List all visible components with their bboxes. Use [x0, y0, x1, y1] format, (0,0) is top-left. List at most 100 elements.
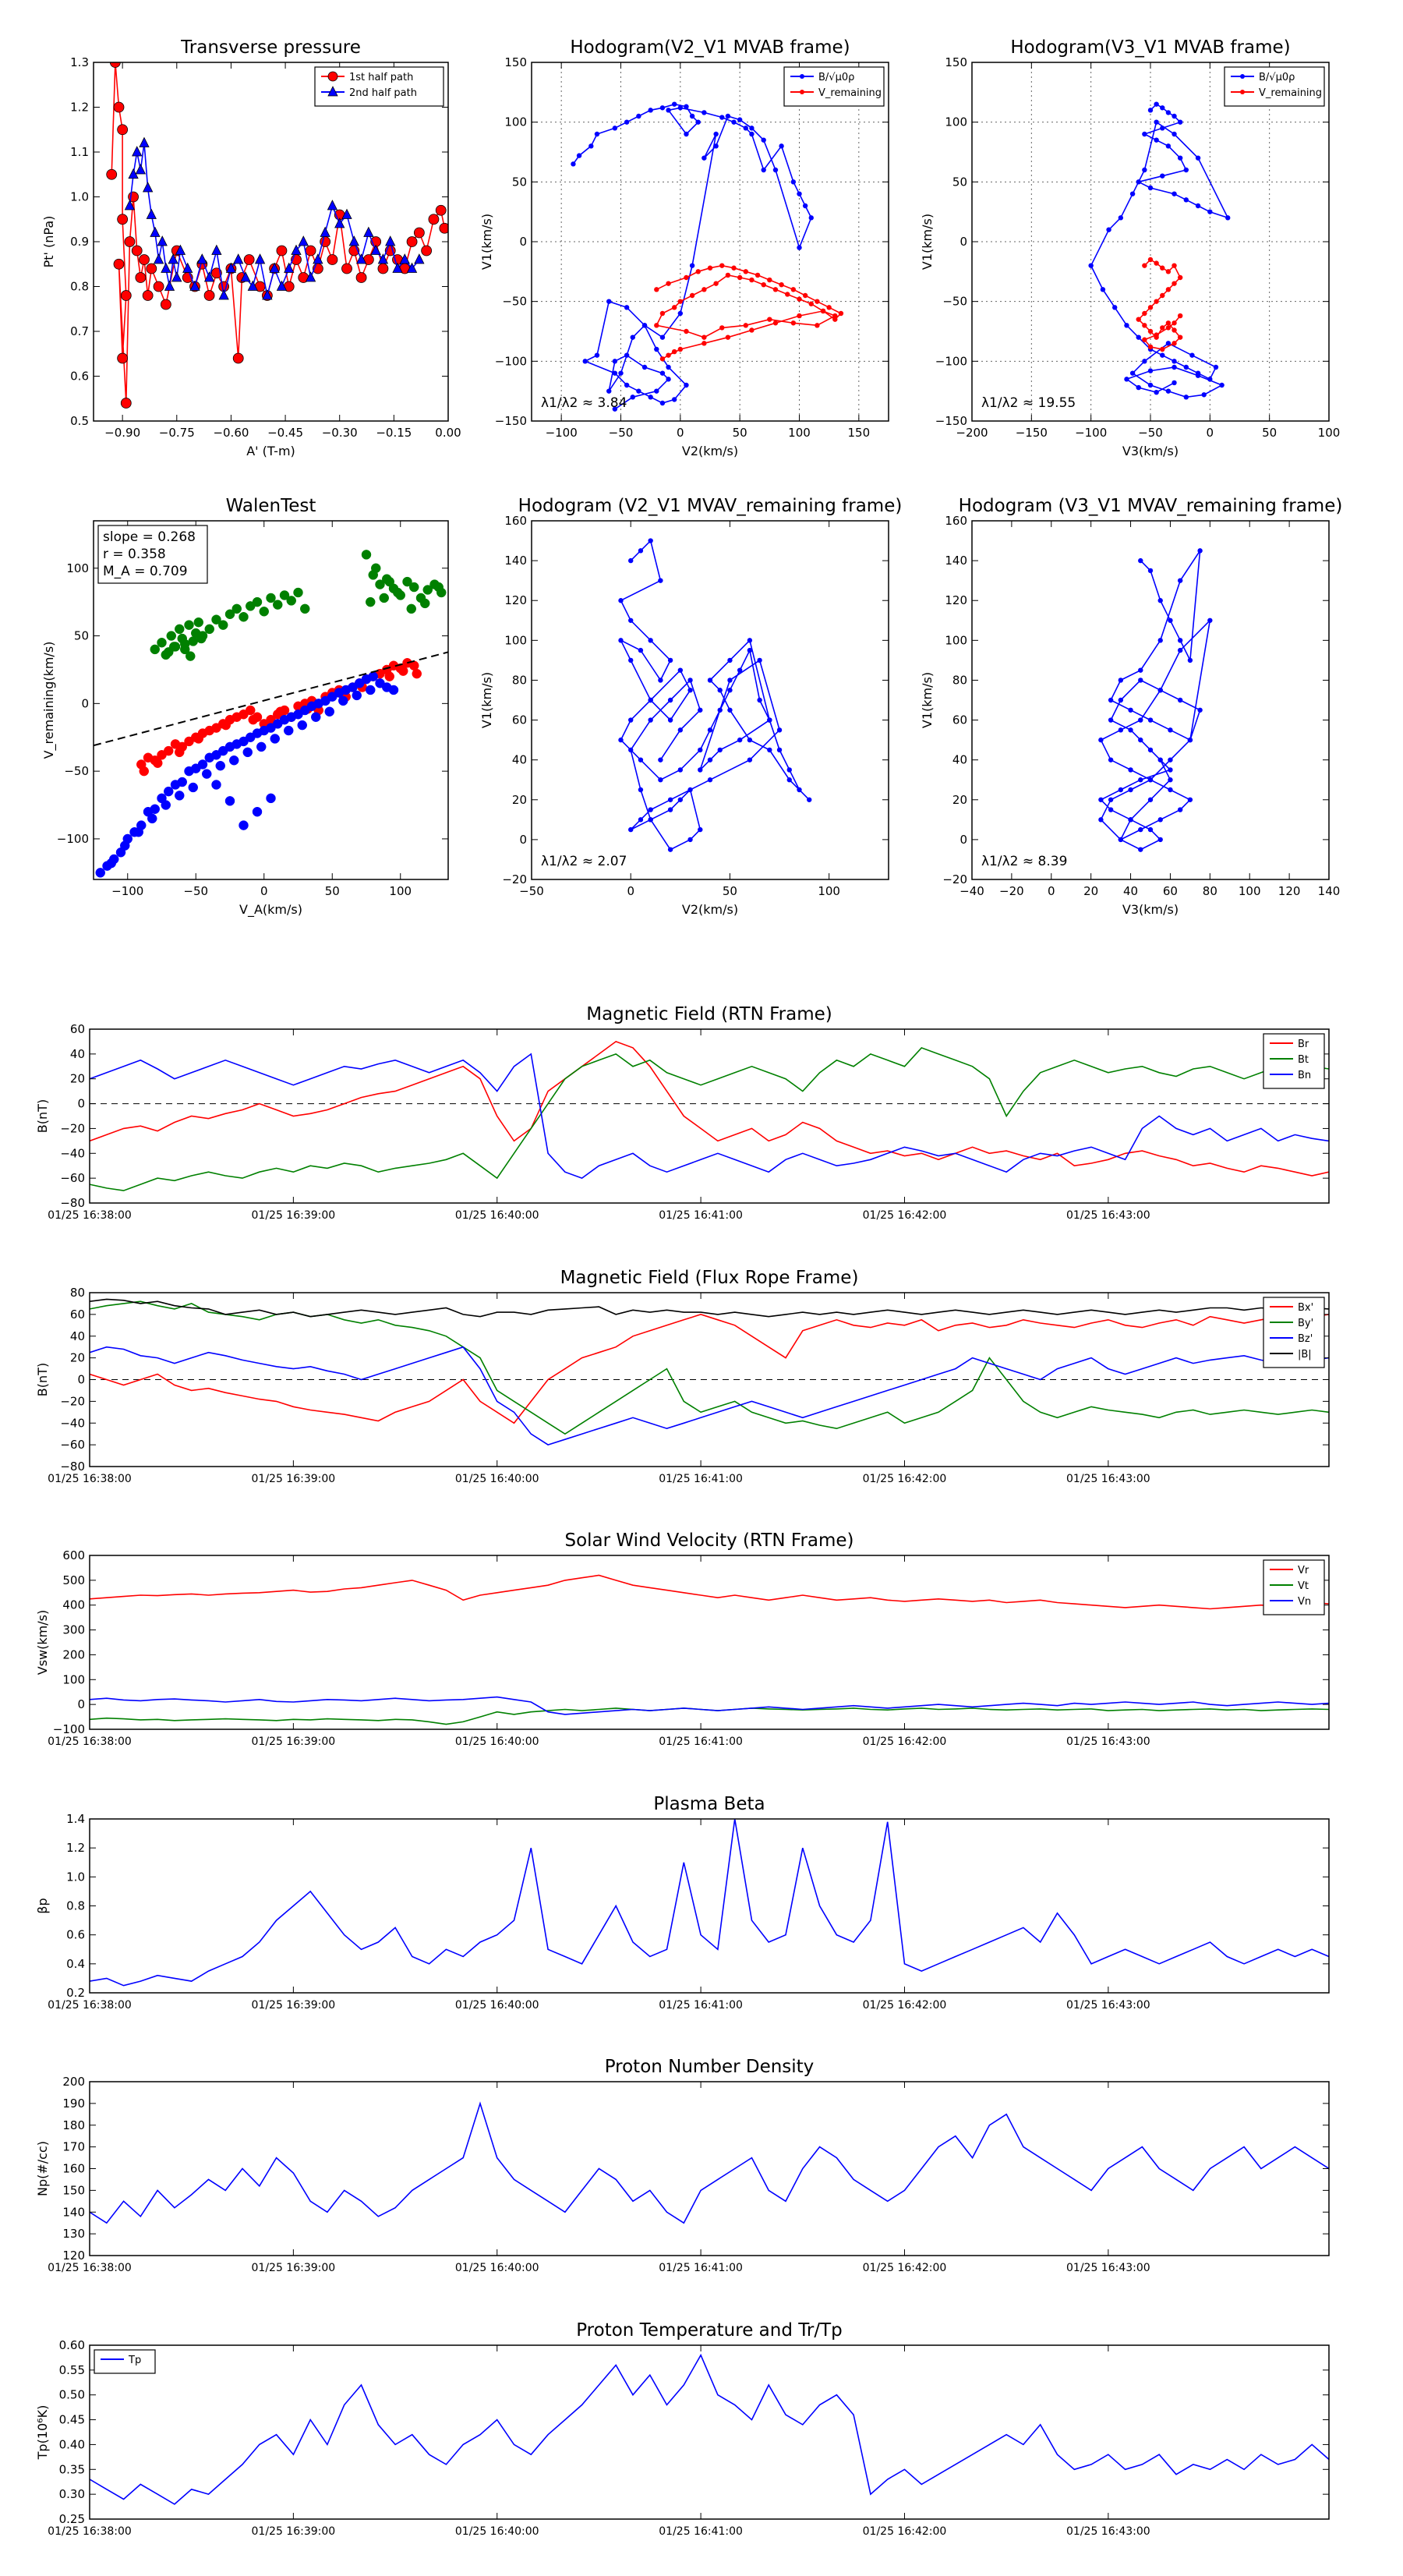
- data-h4: [1098, 548, 1213, 852]
- x-tick-label: 01/25 16:42:00: [863, 2262, 947, 2274]
- y-tick-label: 60: [512, 713, 527, 727]
- point-1st half path: [439, 222, 448, 234]
- point-1st half path: [428, 214, 440, 225]
- point-B: [1138, 847, 1143, 852]
- point-blue: [297, 720, 307, 731]
- point-V_remaining: [702, 287, 707, 292]
- point-V_remaining: [1172, 281, 1177, 286]
- point-B: [1187, 657, 1193, 663]
- x-tick-label: 80: [1203, 884, 1217, 898]
- point-green: [300, 603, 310, 614]
- point-2nd half path: [161, 262, 171, 273]
- x-tick-label: 100: [1318, 426, 1341, 440]
- point-V_remaining: [725, 334, 731, 340]
- point-blue: [338, 695, 348, 706]
- point-B: [1157, 817, 1163, 823]
- point-2nd half path: [284, 262, 295, 273]
- x-tick-label: 100: [818, 884, 840, 898]
- point-B: [667, 657, 673, 663]
- chart-ts5: 01/25 16:38:00 01/25 16:39:00 01/25 16:40:…: [35, 2057, 1330, 2274]
- y-tick-label: 400: [62, 1598, 85, 1612]
- x-tick-label: 60: [1163, 884, 1178, 898]
- y-tick-label: 500: [62, 1573, 85, 1587]
- point-green: [286, 596, 296, 606]
- point-blue: [366, 685, 376, 695]
- point-red: [139, 766, 149, 777]
- y-tick-label: −20: [502, 872, 527, 886]
- point-B/√μ0ρ: [779, 143, 784, 149]
- y-tick-label: −60: [60, 1438, 85, 1452]
- x-tick-label: 01/25 16:41:00: [659, 1999, 743, 2012]
- point-B: [648, 817, 653, 823]
- data-ts6: [90, 2353, 1329, 2505]
- point-B: [1118, 787, 1124, 793]
- point-1st half path: [131, 245, 143, 257]
- point-B: [648, 717, 653, 723]
- point-2nd half path: [327, 200, 338, 211]
- point-B/√μ0ρ: [636, 113, 641, 119]
- legend-label: By': [1298, 1318, 1313, 1329]
- point-B: [648, 538, 653, 543]
- point-red: [398, 666, 408, 676]
- x-tick-label: −200: [956, 426, 988, 440]
- chart-title: Magnetic Field (RTN Frame): [586, 1004, 832, 1024]
- point-V_remaining: [707, 265, 713, 271]
- x-tick-label: 50: [1262, 426, 1277, 440]
- point-V_remaining: [743, 269, 748, 274]
- point-B/√μ0ρ: [654, 346, 659, 352]
- stats-box: [97, 525, 208, 584]
- point-blue: [266, 793, 276, 804]
- point-B/√μ0ρ: [624, 119, 630, 125]
- series-line-Bt: [90, 1046, 1329, 1191]
- point-V_remaining: [1160, 265, 1165, 271]
- point-green: [375, 579, 385, 589]
- point-V_remaining: [719, 325, 725, 331]
- y-tick-label: 0.30: [59, 2487, 85, 2501]
- point-V_remaining: [749, 327, 755, 333]
- point-B: [1197, 707, 1203, 713]
- point-green: [193, 617, 203, 628]
- point-V_remaining: [654, 323, 659, 328]
- point-B/√μ0ρ: [641, 364, 648, 370]
- point-1st half path: [106, 168, 118, 180]
- point-B/√μ0ρ: [702, 110, 707, 115]
- chart-h1: −100 −50 0 50 100 150 −150 −100 −50 0 50 100 150 Hodo…: [479, 37, 889, 458]
- point-2nd half path: [233, 253, 244, 264]
- point-B/√μ0ρ: [1165, 143, 1172, 149]
- point-B: [1128, 787, 1133, 793]
- point-V_remaining: [731, 265, 737, 271]
- x-axis-label: A' (T-m): [246, 444, 295, 458]
- x-tick-label: 01/25 16:42:00: [863, 2525, 947, 2538]
- y-tick-label: −50: [502, 295, 527, 309]
- point-2nd half path: [196, 253, 207, 264]
- point-B/√μ0ρ: [737, 117, 743, 122]
- point-blue: [106, 858, 116, 869]
- point-B: [677, 667, 684, 673]
- y-tick-label: −40: [60, 1146, 85, 1160]
- point-green: [273, 600, 283, 610]
- y-tick-label: 40: [952, 753, 967, 767]
- point-2nd half path: [225, 262, 237, 273]
- point-2nd half path: [247, 280, 258, 291]
- point-B: [1168, 727, 1173, 733]
- point-blue: [284, 725, 294, 736]
- point-B/√μ0ρ: [672, 397, 677, 402]
- point-V_remaining: [815, 299, 820, 304]
- point-B/√μ0ρ: [790, 179, 797, 185]
- point-B/√μ0ρ: [689, 113, 695, 119]
- point-B/√μ0ρ: [666, 364, 671, 370]
- legend-label: Bx': [1298, 1302, 1313, 1314]
- point-2nd half path: [291, 244, 302, 255]
- point-1st half path: [413, 227, 425, 239]
- y-tick-label: 0.5: [70, 414, 89, 428]
- legend-label: Vt: [1298, 1580, 1309, 1592]
- legend-marker: [327, 86, 338, 97]
- point-B/√μ0ρ: [1136, 179, 1141, 185]
- point-V_remaining: [1172, 263, 1177, 268]
- point-blue: [164, 786, 174, 797]
- point-V_remaining: [666, 352, 671, 358]
- point-V_remaining: [785, 292, 790, 297]
- point-B: [727, 707, 733, 713]
- point-B: [727, 678, 733, 683]
